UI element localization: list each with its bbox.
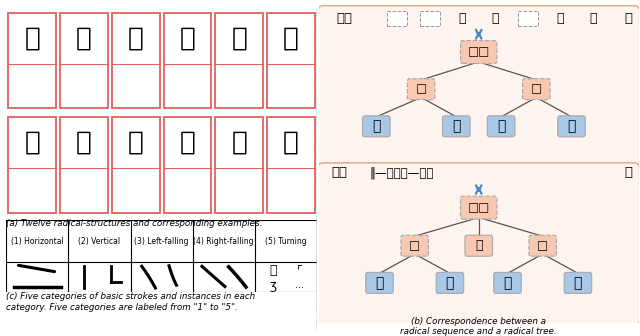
Text: 久: 久 bbox=[497, 119, 506, 133]
Text: ʒ: ʒ bbox=[270, 279, 277, 292]
Text: 斤: 斤 bbox=[283, 25, 299, 50]
Bar bbox=[8, 117, 56, 213]
Bar bbox=[216, 117, 263, 213]
FancyBboxPatch shape bbox=[529, 235, 557, 256]
Text: 立: 立 bbox=[503, 276, 512, 290]
FancyBboxPatch shape bbox=[387, 11, 407, 26]
FancyBboxPatch shape bbox=[318, 6, 640, 168]
Text: □: □ bbox=[409, 239, 420, 252]
Text: 止: 止 bbox=[452, 119, 461, 133]
Text: (c) Five categories of basic strokes and instances in each
category. Five catego: (c) Five categories of basic strokes and… bbox=[6, 292, 255, 312]
Text: □: □ bbox=[531, 83, 542, 96]
Text: (2) Vertical: (2) Vertical bbox=[79, 237, 120, 246]
Bar bbox=[164, 12, 211, 109]
Text: ...: ... bbox=[295, 280, 304, 290]
FancyBboxPatch shape bbox=[401, 235, 429, 256]
Text: 辽: 辽 bbox=[76, 129, 92, 154]
Text: 口: 口 bbox=[459, 12, 466, 25]
Text: ど: ど bbox=[269, 264, 277, 277]
Text: 国: 国 bbox=[231, 25, 247, 50]
FancyBboxPatch shape bbox=[443, 116, 470, 137]
FancyBboxPatch shape bbox=[558, 116, 585, 137]
Text: 和: 和 bbox=[128, 25, 143, 50]
Bar bbox=[8, 12, 56, 109]
Text: ）: ） bbox=[625, 12, 632, 25]
Text: 函: 函 bbox=[231, 129, 247, 154]
Text: 局: 局 bbox=[24, 129, 40, 154]
Text: 句: 句 bbox=[128, 129, 143, 154]
FancyBboxPatch shape bbox=[420, 11, 440, 26]
Text: (5) Turning: (5) Turning bbox=[265, 237, 307, 246]
Bar bbox=[267, 12, 315, 109]
Text: 辞（: 辞（ bbox=[332, 166, 348, 179]
Text: 斋: 斋 bbox=[180, 25, 195, 50]
Text: 十: 十 bbox=[573, 276, 582, 290]
Text: 泉: 泉 bbox=[24, 25, 40, 50]
Text: 口: 口 bbox=[567, 119, 576, 133]
Text: ⌜: ⌜ bbox=[296, 265, 302, 279]
Text: ‖—立十瓜—立十: ‖—立十瓜—立十 bbox=[370, 166, 435, 179]
Text: ）: ） bbox=[625, 166, 632, 179]
Text: (b) Correspondence between a
radical sequence and a radical tree.: (b) Correspondence between a radical seq… bbox=[401, 317, 557, 336]
Text: 十: 十 bbox=[445, 276, 454, 290]
FancyBboxPatch shape bbox=[465, 235, 493, 256]
Text: 区: 区 bbox=[180, 129, 195, 154]
Bar bbox=[164, 117, 211, 213]
FancyBboxPatch shape bbox=[522, 79, 550, 100]
FancyBboxPatch shape bbox=[518, 11, 538, 26]
Text: □: □ bbox=[537, 239, 548, 252]
Text: 口: 口 bbox=[372, 119, 381, 133]
Text: 瓜: 瓜 bbox=[475, 239, 483, 252]
Bar bbox=[112, 12, 159, 109]
Text: □: □ bbox=[415, 83, 427, 96]
Bar bbox=[112, 117, 159, 213]
FancyBboxPatch shape bbox=[461, 196, 497, 219]
Text: 路（: 路（ bbox=[337, 12, 353, 25]
Text: 止: 止 bbox=[492, 12, 499, 25]
FancyBboxPatch shape bbox=[436, 272, 464, 293]
FancyBboxPatch shape bbox=[408, 79, 435, 100]
FancyBboxPatch shape bbox=[461, 41, 497, 64]
Bar bbox=[60, 117, 108, 213]
Text: □□: □□ bbox=[468, 201, 490, 214]
FancyBboxPatch shape bbox=[366, 272, 393, 293]
Text: □□: □□ bbox=[468, 46, 490, 58]
Text: 曼: 曼 bbox=[76, 25, 92, 50]
Text: (3) Left-falling: (3) Left-falling bbox=[134, 237, 189, 246]
Text: (a) Twelve radical-structures and corresponding examples.: (a) Twelve radical-structures and corres… bbox=[6, 219, 262, 228]
Text: 口: 口 bbox=[589, 12, 596, 25]
Text: 同: 同 bbox=[283, 129, 299, 154]
FancyBboxPatch shape bbox=[318, 163, 640, 325]
Text: (4) Right-falling: (4) Right-falling bbox=[193, 237, 254, 246]
Bar bbox=[60, 12, 108, 109]
FancyBboxPatch shape bbox=[564, 272, 592, 293]
FancyBboxPatch shape bbox=[494, 272, 521, 293]
Bar bbox=[267, 117, 315, 213]
FancyBboxPatch shape bbox=[362, 116, 390, 137]
FancyBboxPatch shape bbox=[488, 116, 515, 137]
Bar bbox=[216, 12, 263, 109]
Text: 立: 立 bbox=[375, 276, 384, 290]
Text: (1) Horizontal: (1) Horizontal bbox=[11, 237, 64, 246]
Text: 久: 久 bbox=[557, 12, 564, 25]
